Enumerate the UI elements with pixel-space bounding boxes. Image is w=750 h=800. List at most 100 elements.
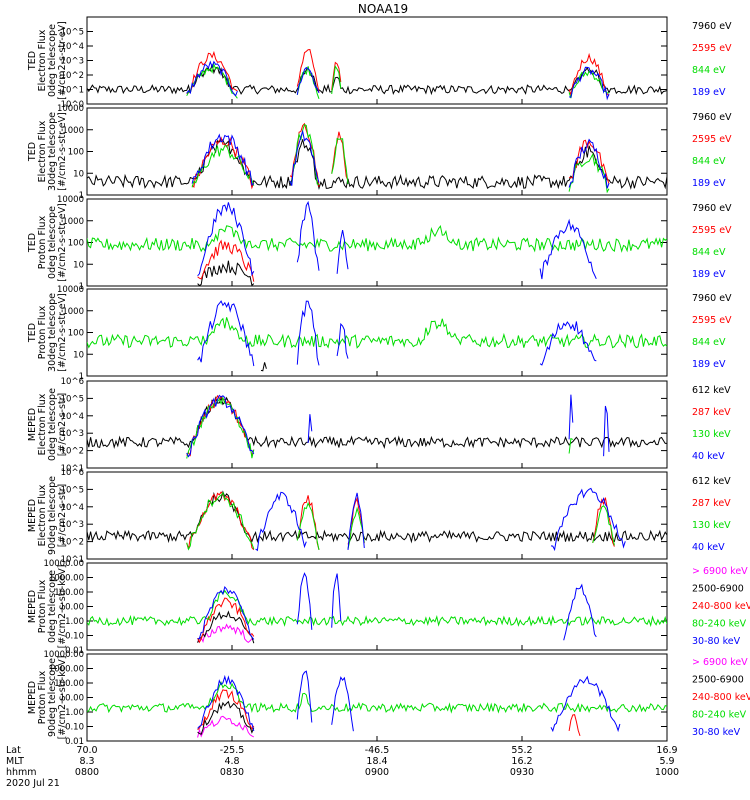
x-tick-label-mlt: 18.4	[366, 756, 387, 767]
panel-ted-e-0: 10^0 10^1 10^2 10^3 10^4 10^5 TED Electron Flux…	[27, 16, 732, 110]
y-axis-label: [#/cm2-s-str-eV]	[57, 112, 68, 191]
legend-entry: > 6900 keV	[692, 566, 748, 577]
y-axis-label: MEPED	[27, 499, 38, 532]
legend-entry: 130 keV	[692, 429, 731, 440]
y-tick-label: 10^6	[61, 468, 84, 478]
panel-frame	[86, 653, 668, 742]
y-tick-label: 10.00	[60, 694, 84, 704]
series--6900-kev	[197, 715, 255, 738]
y-axis-label: Electron Flux	[37, 393, 48, 455]
legend-entry: 2595 eV	[692, 315, 732, 326]
panel-frame	[86, 471, 668, 560]
series-40-kev	[255, 487, 626, 552]
y-tick-label: 10^1	[61, 555, 84, 565]
legend-entry: 189 eV	[692, 359, 726, 370]
y-tick-label: 100	[68, 329, 84, 339]
y-tick-label: 10000.00	[43, 650, 84, 660]
y-tick-label: 1	[79, 372, 84, 382]
y-tick-label: 10000	[57, 285, 84, 295]
legend-entry: 189 eV	[692, 269, 726, 280]
series-2595-ev	[186, 48, 610, 97]
y-tick-label: 10	[73, 169, 84, 179]
y-tick-label: 10	[73, 350, 84, 360]
series-287-kev	[186, 394, 255, 458]
y-axis-label: Electron Flux	[37, 120, 48, 182]
panel-ted-e-30: 1 10 100 1000 10000 TED Electron Flux 30deg tel…	[27, 104, 732, 201]
panel-ted-p-0: 1 10 100 1000 10000 TED Proton Flux 0deg telesc…	[27, 195, 732, 292]
legend-entry: 287 keV	[692, 407, 731, 418]
panel-ted-p-30: 1 10 100 1000 10000 TED Proton Flux 30deg teles…	[27, 285, 732, 382]
legend-entry: 30-80 keV	[692, 636, 741, 647]
series-2500-6900	[197, 700, 255, 735]
y-tick-label: 10000	[57, 104, 84, 114]
panel-frame	[86, 16, 668, 105]
legend-entry: 2595 eV	[692, 43, 732, 54]
legend-entry: 2500-6900	[692, 675, 744, 686]
y-tick-label: 10000	[57, 195, 84, 205]
y-axis-label: 30deg telescope	[47, 293, 58, 372]
legend-entry: 844 eV	[692, 247, 726, 258]
x-tick-label-hhmm: 0800	[75, 767, 99, 778]
series-189-ev	[186, 60, 610, 101]
y-axis-label: TED	[27, 142, 38, 162]
y-tick-label: 100	[68, 148, 84, 158]
y-axis-label: [#/cm2-s-str-eV]	[57, 21, 68, 100]
y-tick-label: 10^3	[61, 429, 84, 439]
legend-entry: 612 keV	[692, 385, 731, 396]
y-axis-label: MEPED	[27, 681, 38, 714]
legend-entry: 130 keV	[692, 520, 731, 531]
legend-entry: 40 keV	[692, 451, 725, 462]
x-tick-label-hhmm: 0830	[220, 767, 244, 778]
series-844-ev	[191, 123, 610, 194]
panel-meped-e-0: 10^1 10^2 10^3 10^4 10^5 10^6 MEPED Electron Fl…	[27, 377, 731, 474]
y-axis-label: 90deg telescope	[47, 658, 58, 737]
chart-title: NOAA19	[358, 2, 408, 16]
y-tick-label: 10^2	[61, 71, 84, 81]
y-tick-label: 10	[73, 260, 84, 270]
y-tick-label: 100	[68, 239, 84, 249]
y-axis-label: TED	[27, 323, 38, 343]
y-tick-label: 10^2	[61, 447, 84, 457]
series-2595-ev	[191, 122, 610, 190]
series-2595-ev	[197, 239, 255, 282]
y-axis-label: Proton Flux	[37, 215, 48, 269]
series-287-kev	[186, 491, 615, 551]
series-130-kev	[186, 396, 574, 459]
y-tick-label: 1000	[62, 307, 84, 317]
series-80-240-kev	[87, 589, 667, 628]
series-189-ev	[191, 129, 610, 189]
y-tick-label: 10^5	[61, 394, 84, 404]
x-tick-label-mlt: 8.3	[79, 756, 94, 767]
series-844-ev	[87, 225, 667, 253]
series-612-kev	[87, 396, 667, 450]
panel-meped-p-0: 0.01 0.10 1.00 10.00 100.00 1000.00 10000.00 ME…	[27, 559, 750, 656]
legend-entry: 844 eV	[692, 156, 726, 167]
legend-entry: 2595 eV	[692, 225, 732, 236]
y-axis-label: 30deg telescope	[47, 112, 58, 191]
y-tick-label: 10^3	[61, 57, 84, 67]
legend-entry: 2500-6900	[692, 584, 744, 595]
series-30-80-kev	[197, 572, 597, 641]
legend-entry: 612 keV	[692, 476, 731, 487]
legend-entry: 7960 eV	[692, 112, 732, 123]
y-tick-label: 10^5	[61, 485, 84, 495]
y-tick-label: 10^0	[61, 100, 84, 110]
x-tick-label-mlt: 5.9	[659, 756, 674, 767]
y-axis-label: Electron Flux	[37, 484, 48, 546]
y-axis-label: 0deg telescope	[47, 206, 58, 279]
series-7960-ev	[197, 260, 255, 286]
y-tick-label: 0.01	[65, 737, 84, 747]
y-tick-label: 1.00	[65, 617, 84, 627]
y-axis-label: [#/cm2-s-str]	[57, 393, 68, 456]
legend-entry: 40 keV	[692, 542, 725, 553]
legend-entry: 189 eV	[692, 178, 726, 189]
y-axis-label: TED	[27, 233, 38, 253]
y-tick-label: 10^1	[61, 86, 84, 96]
series--6900-kev	[197, 623, 254, 644]
x-tick-label-lat: -25.5	[220, 745, 245, 756]
legend-entry: 80-240 keV	[692, 710, 747, 721]
x-tick-label-hhmm: 1000	[655, 767, 679, 778]
